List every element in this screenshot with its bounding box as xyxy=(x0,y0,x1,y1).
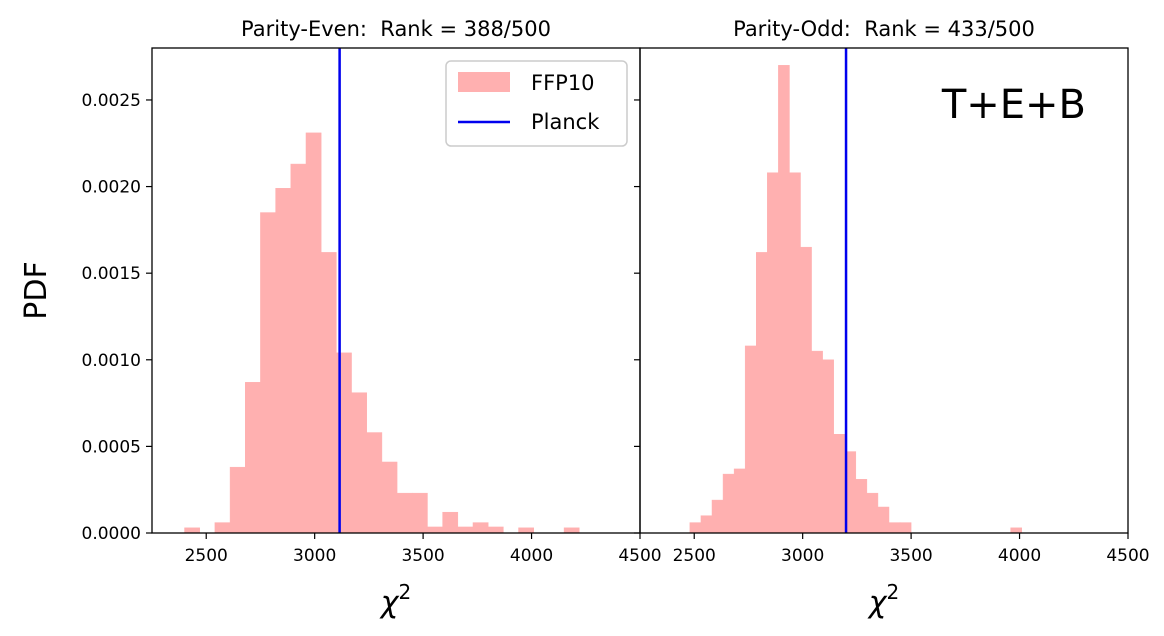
histogram-bars-even xyxy=(184,132,580,534)
x-tick-label: 2500 xyxy=(185,546,228,566)
histogram-bar xyxy=(822,359,834,534)
x-axis-label-odd: χ2 xyxy=(867,580,900,620)
x-tick-label: 2500 xyxy=(673,546,716,566)
histogram-bars-odd xyxy=(689,65,1022,534)
histogram-bar xyxy=(412,492,428,534)
histogram-bar xyxy=(442,511,459,534)
histogram-bar xyxy=(855,479,868,534)
y-tick-label: 0.0020 xyxy=(82,178,141,198)
histogram-bar xyxy=(518,527,534,534)
x-ticks-odd: 2500 3000 3500 4000 4500 xyxy=(673,533,1150,566)
histogram-bar xyxy=(229,466,246,534)
x-tick-label: 3500 xyxy=(889,546,932,566)
histogram-bar xyxy=(563,527,580,534)
x-tick-label: 4000 xyxy=(998,546,1041,566)
histogram-bar xyxy=(722,473,735,534)
histogram-bar xyxy=(472,522,489,534)
histogram-bar xyxy=(833,434,845,534)
annotation-teb: T+E+B xyxy=(941,82,1086,128)
x-tick-label: 3000 xyxy=(781,546,824,566)
histogram-bar xyxy=(320,252,337,534)
histogram-bar xyxy=(260,212,276,534)
histogram-bar xyxy=(457,526,474,534)
histogram-bar xyxy=(744,345,757,534)
x-tick-label: 3500 xyxy=(401,546,444,566)
y-tick-label: 0.0005 xyxy=(82,437,141,457)
histogram-bar xyxy=(800,246,812,534)
histogram-bar xyxy=(888,522,901,534)
histogram-bar xyxy=(767,172,779,534)
histogram-bar xyxy=(245,382,261,534)
histogram-bar xyxy=(877,506,890,534)
x-axis-label-even: χ2 xyxy=(379,580,412,620)
histogram-bar xyxy=(711,499,724,534)
histogram-bar xyxy=(689,522,702,534)
y-tick-label: 0.0010 xyxy=(82,351,141,371)
histogram-bar xyxy=(487,526,504,534)
histogram-bar xyxy=(733,468,746,534)
x-tick-label: 4500 xyxy=(618,546,661,566)
y-ticks-even: 0.0000 0.0005 0.0010 0.0015 0.0020 0.0025 xyxy=(82,91,152,544)
histogram-bar xyxy=(305,132,322,534)
histogram-bar xyxy=(214,522,231,534)
legend: FFP10 Planck xyxy=(445,60,628,147)
histogram-bar xyxy=(290,163,307,534)
x-ticks-even: 2500 3000 3500 4000 4500 xyxy=(185,533,662,566)
histogram-bar xyxy=(1010,527,1022,534)
histogram-bar xyxy=(811,350,823,534)
y-tick-label: 0.0015 xyxy=(82,264,141,284)
x-tick-label: 3000 xyxy=(293,546,336,566)
chart-title-odd: Parity-Odd: Rank = 433/500 xyxy=(733,17,1035,41)
y-tick-label: 0.0000 xyxy=(82,524,141,544)
y-axis-label: PDF xyxy=(19,261,54,319)
y-tick-label: 0.0025 xyxy=(82,91,141,111)
histogram-bar xyxy=(756,252,768,534)
histogram-bar xyxy=(778,65,790,534)
panel-parity-odd: 2500 3000 3500 4000 4500 Parity-Odd: Rank = … xyxy=(634,17,1150,620)
axes-frame-odd xyxy=(639,47,1129,534)
histogram-bar xyxy=(351,392,367,534)
y-ticks-odd xyxy=(634,99,640,534)
legend-ffp10-swatch xyxy=(458,72,510,92)
histogram-bar xyxy=(381,461,398,534)
histogram-bar xyxy=(899,522,912,534)
chart-title-even: Parity-Even: Rank = 388/500 xyxy=(241,17,551,41)
histogram-bar xyxy=(700,515,713,534)
legend-ffp10-label: FFP10 xyxy=(531,71,595,95)
legend-planck-label: Planck xyxy=(531,110,600,134)
histogram-bar xyxy=(866,492,879,534)
panel-parity-even: 2500 3000 3500 4000 4500 0.00000.00050.00100… xyxy=(19,17,662,620)
histogram-bar xyxy=(427,526,443,534)
histogram-bar xyxy=(275,188,292,534)
histogram-bar xyxy=(396,492,413,534)
x-tick-label: 4500 xyxy=(1106,546,1149,566)
histogram-bar xyxy=(789,172,801,534)
histogram-bar xyxy=(184,527,200,534)
x-tick-label: 4000 xyxy=(510,546,553,566)
histogram-bar xyxy=(366,432,383,534)
